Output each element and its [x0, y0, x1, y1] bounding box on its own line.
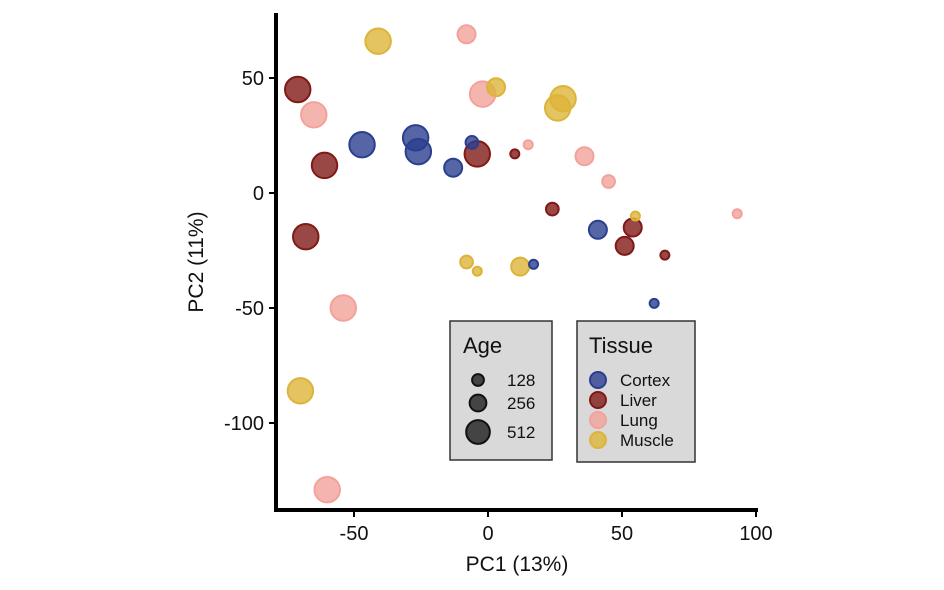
data-point-liver	[283, 75, 312, 104]
x-tick-label: 0	[482, 523, 493, 545]
y-axis-title: PC2 (11%)	[185, 211, 208, 312]
data-point-lung	[522, 139, 534, 151]
tissue-legend-swatch-muscle	[589, 431, 607, 449]
data-point-muscle	[364, 27, 392, 55]
y-tick-label: -50	[235, 298, 264, 320]
tissue-legend-swatch-cortex	[589, 371, 607, 389]
data-point-muscle	[486, 77, 507, 98]
data-point-muscle	[510, 256, 531, 277]
tissue-legend-swatch-lung	[589, 411, 607, 429]
data-point-lung	[313, 475, 341, 504]
data-point-liver	[659, 249, 671, 261]
age-legend-symbol	[471, 373, 485, 387]
data-point-muscle	[286, 377, 315, 405]
age-legend-label: 512	[507, 423, 535, 442]
x-tick-label: 50	[611, 523, 633, 545]
x-tick-label: 100	[739, 523, 772, 545]
data-point-liver	[614, 235, 635, 256]
age-legend-items: 128 256 512	[465, 371, 535, 445]
x-axis-title: PC1 (13%)	[466, 553, 569, 576]
data-point-liver	[292, 222, 320, 251]
y-axis-ticks: 50 0 -50 -100	[224, 68, 276, 435]
data-point-cortex	[464, 135, 480, 150]
data-point-lung	[300, 101, 328, 129]
data-point-liver	[509, 148, 521, 160]
data-point-cortex	[648, 297, 660, 309]
data-point-lung	[574, 146, 595, 167]
y-tick-label: -100	[224, 413, 264, 435]
data-points	[283, 24, 743, 504]
tissue-legend-label: Cortex	[620, 371, 671, 390]
age-legend-symbol	[468, 393, 488, 413]
data-point-liver	[544, 201, 560, 217]
data-point-liver	[622, 217, 643, 238]
x-axis-ticks: -50 0 50 100	[340, 510, 773, 545]
data-point-muscle	[549, 84, 577, 113]
data-point-lung	[601, 174, 616, 189]
data-point-cortex	[443, 157, 464, 178]
tissue-legend-label: Lung	[620, 411, 658, 430]
data-point-muscle	[459, 254, 474, 270]
tissue-legend-label: Muscle	[620, 431, 674, 450]
age-legend-label: 128	[507, 371, 535, 390]
age-legend-label: 256	[507, 394, 535, 413]
y-tick-label: 0	[253, 183, 264, 205]
age-legend-title: Age	[463, 333, 502, 358]
tissue-legend-title: Tissue	[589, 333, 653, 358]
tissue-legend-label: Liver	[620, 391, 657, 410]
x-tick-label: -50	[340, 523, 369, 545]
data-point-lung	[456, 24, 477, 45]
data-point-cortex	[348, 130, 376, 159]
y-tick-label: 50	[242, 68, 264, 90]
data-point-cortex	[587, 219, 608, 240]
data-point-cortex	[404, 137, 433, 166]
age-legend-symbol	[465, 419, 491, 445]
data-point-cortex	[528, 258, 540, 270]
data-point-liver	[310, 151, 339, 180]
age-legend: Age 128 256 512	[449, 320, 553, 461]
data-point-muscle	[629, 210, 641, 222]
tissue-legend-swatch-liver	[589, 391, 607, 409]
data-point-lung	[731, 208, 743, 220]
data-point-lung	[329, 294, 358, 322]
data-point-muscle	[471, 265, 483, 277]
